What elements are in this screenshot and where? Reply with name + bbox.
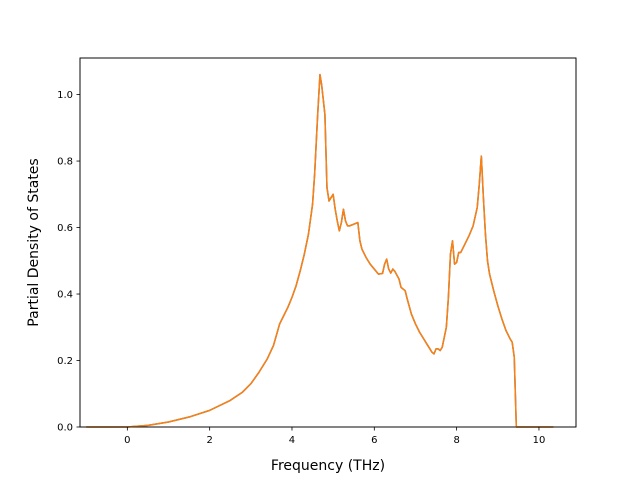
y-tick-label: 0.4 — [57, 290, 73, 301]
x-tick-label: 2 — [206, 435, 212, 446]
y-tick-label: 0.2 — [57, 356, 73, 367]
x-tick-label: 0 — [124, 435, 130, 446]
x-axis-label: Frequency (THz) — [271, 458, 385, 474]
y-tick-label: 1.0 — [57, 90, 73, 101]
plot-frame — [79, 57, 577, 428]
x-tick-label: 10 — [533, 435, 546, 446]
y-axis: 0.0 0.2 0.4 0.6 0.8 1.0 — [57, 90, 80, 434]
series-line — [86, 73, 554, 428]
y-tick-label: 0.8 — [57, 157, 73, 168]
plot-area — [79, 57, 577, 428]
x-axis: 0 2 4 6 8 10 — [124, 427, 545, 446]
x-tick-label: 8 — [453, 435, 459, 446]
y-tick-label: 0.6 — [57, 223, 73, 234]
x-tick-label: 4 — [289, 435, 295, 446]
x-tick-label: 6 — [371, 435, 377, 446]
y-axis-label: Partial Density of States — [26, 158, 42, 326]
series-layer — [86, 73, 554, 428]
y-tick-label: 0.0 — [57, 423, 73, 434]
